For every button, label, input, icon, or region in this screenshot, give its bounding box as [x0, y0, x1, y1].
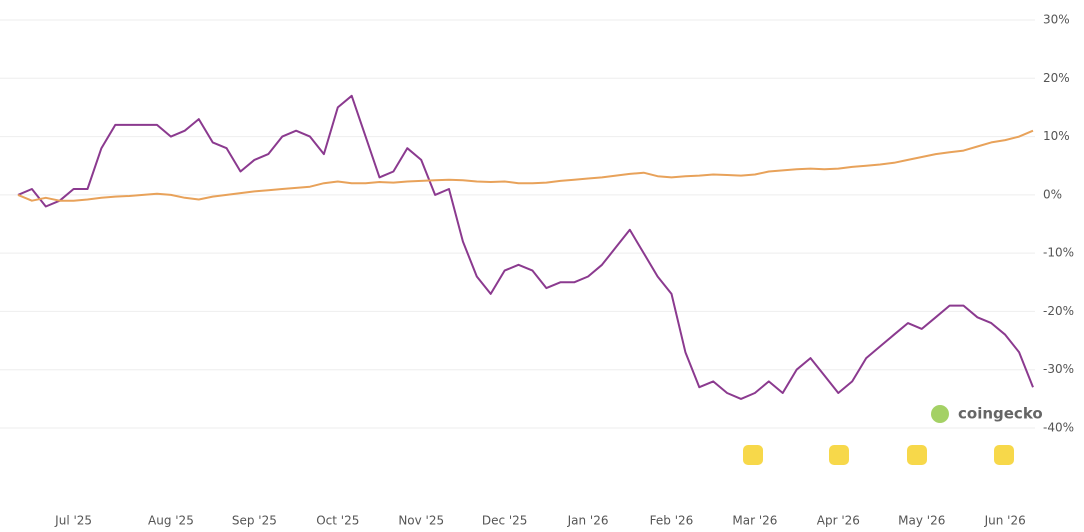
x-tick-label: May '26 [898, 514, 945, 528]
event-icons [743, 445, 1014, 465]
plot: -40% -30% -20% -10% 0% 10% 20% 30% Jul '25 Aug '2… [0, 13, 1074, 528]
x-tick-label: Oct '25 [316, 514, 359, 528]
x-tick-label: Apr '26 [817, 514, 860, 528]
event-icon [829, 445, 849, 465]
x-tick-label: Aug '25 [148, 514, 194, 528]
y-tick-label: -30% [1043, 362, 1074, 376]
y-tick-label: 20% [1043, 71, 1070, 85]
y-tick-label: -10% [1043, 246, 1074, 260]
y-tick-label: 30% [1043, 13, 1070, 27]
x-tick-label: Mar '26 [732, 514, 777, 528]
y-tick-label: 10% [1043, 129, 1070, 143]
watermark: coingecko [958, 405, 1043, 423]
watermark-logo [931, 405, 949, 423]
x-tick-label: Jul '25 [54, 514, 92, 528]
event-icon [743, 445, 763, 465]
x-tick-label: Dec '25 [482, 514, 528, 528]
series-line [17, 94, 1034, 400]
y-tick-label: 0% [1043, 187, 1062, 201]
x-tick-label: Jan '26 [567, 514, 609, 528]
y-tick-label: -40% [1043, 421, 1074, 435]
y-tick-label: -20% [1043, 304, 1074, 318]
x-tick-label: Feb '26 [650, 514, 694, 528]
x-tick-label: Jun '26 [984, 514, 1026, 528]
x-tick-label: Sep '25 [232, 514, 277, 528]
event-icon [994, 445, 1014, 465]
series-line [17, 129, 1034, 202]
x-tick-label: Nov '25 [398, 514, 444, 528]
event-icon [907, 445, 927, 465]
